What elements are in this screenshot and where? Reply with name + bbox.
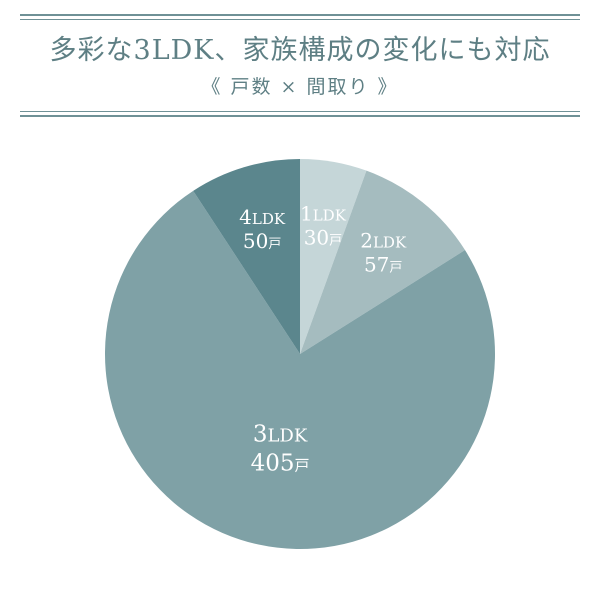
pie-slice-2ldk <box>300 170 465 354</box>
slice-label-3ldk: 3LDK <box>253 421 308 447</box>
chart-title: 多彩な3LDK、家族構成の変化にも対応 <box>49 35 551 66</box>
slice-value-3ldk: 405戸 <box>251 450 310 476</box>
slice-label-1ldk: 1LDK <box>300 201 347 225</box>
header-top-rule-thick <box>20 14 580 16</box>
header-bottom-rule-thick <box>20 115 580 117</box>
slice-value-4ldk: 50戸 <box>243 229 281 253</box>
slice-label-4ldk: 4LDK <box>239 205 286 229</box>
slice-label-2ldk: 2LDK <box>360 229 407 253</box>
pie-slice-4ldk <box>193 159 300 354</box>
chart-header: 多彩な3LDK、家族構成の変化にも対応 《 戸数 × 間取り 》 <box>20 14 580 117</box>
header-top-rule-thin <box>20 19 580 20</box>
chart-subtitle: 《 戸数 × 間取り 》 <box>201 76 399 98</box>
header-bottom-rule-thin <box>20 111 580 112</box>
pie-slice-3ldk <box>105 190 495 550</box>
slice-value-2ldk: 57戸 <box>364 253 402 277</box>
slice-value-1ldk: 30戸 <box>304 225 342 249</box>
pie-slice-1ldk <box>300 159 367 354</box>
